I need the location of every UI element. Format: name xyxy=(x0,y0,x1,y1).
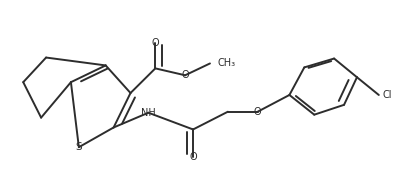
Text: CH₃: CH₃ xyxy=(217,59,236,68)
Text: NH: NH xyxy=(141,108,156,118)
Text: O: O xyxy=(181,70,189,80)
Text: S: S xyxy=(76,142,82,152)
Text: O: O xyxy=(189,152,197,162)
Text: O: O xyxy=(151,38,159,48)
Text: Cl: Cl xyxy=(383,90,392,100)
Text: O: O xyxy=(254,107,261,117)
